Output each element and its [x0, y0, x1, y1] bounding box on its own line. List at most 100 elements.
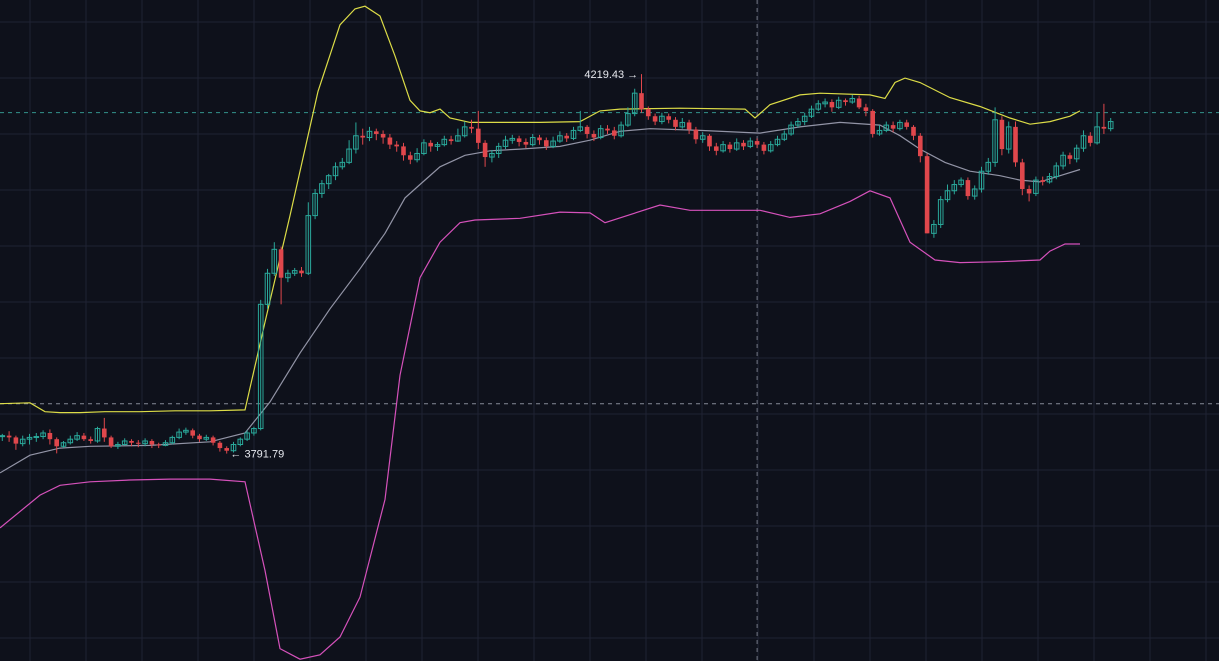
candle-down [374, 131, 379, 134]
bb-upper-line [0, 5, 1081, 414]
candle-up [40, 432, 46, 438]
candle-down [856, 98, 862, 108]
candle-down [394, 144, 399, 147]
candle-down [639, 93, 644, 110]
candle-up [897, 121, 903, 130]
candle-up [720, 144, 726, 152]
candle-up [659, 115, 665, 123]
candle-up [509, 137, 516, 141]
candle-up [883, 124, 890, 131]
candle-down [13, 437, 19, 444]
candle-up [747, 140, 754, 147]
candle-up [291, 270, 298, 274]
candle-up [94, 428, 101, 442]
candle-down [428, 142, 433, 147]
candle-up [788, 124, 794, 135]
candle-up [971, 188, 978, 197]
candle-up [625, 113, 631, 126]
candle-up [67, 438, 74, 444]
candle-down [1040, 180, 1045, 182]
candle-up [1033, 179, 1039, 194]
candle-down [999, 119, 1005, 150]
candle-down [1026, 188, 1032, 194]
candle-up [461, 126, 468, 137]
candle-up [421, 142, 427, 154]
candle-up [808, 108, 815, 117]
candle-up [26, 436, 33, 440]
candle-up [1060, 154, 1066, 167]
candle-up [992, 119, 998, 163]
candle-down [863, 107, 869, 111]
candle-down [210, 437, 216, 443]
candle-up [434, 144, 441, 147]
candle-up [237, 438, 244, 446]
candle-up [951, 184, 958, 192]
high-price-label: 4219.43 → [584, 69, 638, 81]
candle-up [679, 121, 686, 128]
low-price-label: ← 3791.79 [230, 449, 284, 461]
candle-up [312, 192, 318, 217]
candle-up [931, 223, 937, 234]
candle-up [815, 103, 822, 110]
candle-up [305, 215, 312, 274]
candle-up [60, 442, 67, 447]
candle-up [162, 442, 169, 446]
candle-up [699, 135, 706, 140]
candle-down [156, 444, 161, 446]
candle-up [774, 138, 781, 146]
candle-down [1013, 126, 1018, 163]
candle-up [74, 435, 80, 440]
candle-up [366, 130, 373, 139]
candle-down [591, 133, 597, 138]
candle-up [489, 152, 495, 158]
candle-up [597, 128, 604, 139]
candle-up [33, 436, 40, 439]
candle-up [849, 97, 856, 103]
candle-up [325, 175, 332, 185]
candle-down [299, 270, 304, 274]
candle-down [686, 122, 692, 130]
candle-up [958, 179, 964, 186]
candle-up [985, 161, 992, 172]
candle-down [584, 126, 590, 134]
candle-up [944, 190, 951, 201]
candle-up [937, 199, 944, 225]
candle-down [6, 435, 12, 438]
candle-up [441, 138, 448, 146]
candle-down [54, 439, 59, 447]
candle-down [918, 135, 923, 157]
candle-up [618, 124, 624, 137]
candle-up [264, 272, 271, 305]
candle-down [605, 128, 610, 131]
bollinger-bands [0, 5, 1081, 660]
candle-down [666, 116, 671, 120]
candle-down [741, 142, 746, 147]
candle-down [224, 448, 229, 451]
candle-up [502, 139, 509, 147]
candle-up [285, 272, 291, 279]
candle-up [353, 135, 359, 150]
candle-down [108, 437, 114, 447]
candle-down [890, 125, 896, 129]
candle-up [203, 436, 210, 440]
candle-down [652, 116, 658, 122]
price-labels: 4219.43 → ← 3791.79 [230, 69, 638, 460]
candle-down [81, 435, 87, 440]
candle-down [754, 141, 760, 145]
candle-up [176, 431, 182, 438]
candle-down [646, 109, 651, 117]
candle-down [88, 439, 93, 441]
candle-up [795, 121, 801, 126]
candle-up [339, 161, 346, 168]
candle-up [115, 444, 121, 447]
candle-down [1088, 135, 1093, 143]
candle-up [1073, 147, 1080, 160]
candle-up [142, 440, 148, 445]
candle-down [387, 137, 393, 145]
candle-down [136, 442, 141, 444]
candle-up [876, 129, 883, 135]
candle-up [169, 436, 176, 444]
